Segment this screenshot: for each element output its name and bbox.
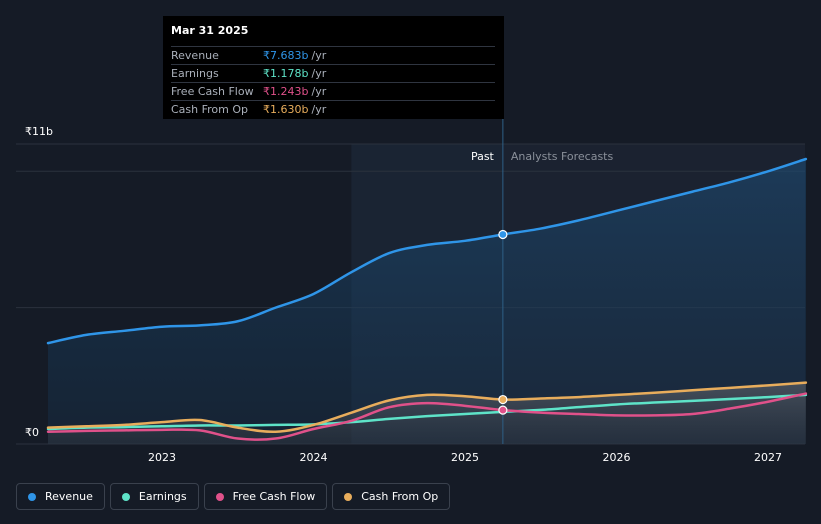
free-cash-flow-marker <box>498 405 508 415</box>
x-tick-label: 2025 <box>451 451 479 464</box>
legend-item-revenue[interactable]: Revenue <box>16 483 105 510</box>
tooltip-label: Revenue <box>171 49 219 62</box>
forecast-label: Analysts Forecasts <box>511 150 614 163</box>
y-axis-bottom-label: ₹0 <box>25 426 39 439</box>
legend-label: Earnings <box>138 490 187 503</box>
revenue-area <box>48 159 806 444</box>
tooltip-value: ₹7.683b <box>263 49 309 62</box>
tooltip-date: Mar 31 2025 <box>171 24 249 37</box>
legend: Revenue Earnings Free Cash Flow Cash Fro… <box>16 483 451 510</box>
y-axis-top-label: ₹11b <box>25 125 53 138</box>
tooltip-row-cash-from-op: Cash From Op ₹1.630b /yr <box>171 100 495 118</box>
tooltip-row-free-cash-flow: Free Cash Flow ₹1.243b /yr <box>171 82 495 100</box>
legend-label: Revenue <box>45 490 93 503</box>
tooltip-value: ₹1.178b <box>263 67 309 80</box>
tooltip-label: Earnings <box>171 67 219 80</box>
revenue-dot-icon <box>28 492 36 501</box>
revenue-marker <box>498 229 508 240</box>
tooltip-label: Cash From Op <box>171 103 249 116</box>
free-cash-flow-dot-icon <box>215 492 224 501</box>
free-cash-flow-line <box>46 392 808 441</box>
x-tick-label: 2024 <box>300 451 328 464</box>
tooltip-unit: /yr <box>311 67 327 80</box>
cash-from-op-line <box>46 381 808 434</box>
legend-item-earnings[interactable]: Earnings <box>109 483 199 510</box>
cash-from-op-dot-icon <box>344 492 353 501</box>
x-tick-label: 2027 <box>754 451 782 464</box>
past-label: Past <box>471 150 495 163</box>
earnings-dot-icon <box>121 492 130 501</box>
tooltip-label: Free Cash Flow <box>171 85 254 98</box>
tooltip-row-revenue: Revenue ₹7.683b /yr <box>171 46 495 64</box>
x-tick-label: 2023 <box>148 451 176 464</box>
tooltip-unit: /yr <box>311 85 327 98</box>
tooltip: Mar 31 2025 Revenue ₹7.683b /yr Earnings… <box>163 16 504 119</box>
legend-item-cash-from-op[interactable]: Cash From Op <box>332 483 451 510</box>
revenue-line <box>46 157 808 345</box>
tooltip-value: ₹1.630b <box>263 103 309 116</box>
legend-item-free-cash-flow[interactable]: Free Cash Flow <box>203 483 328 510</box>
tooltip-row-earnings: Earnings ₹1.178b /yr <box>171 64 495 82</box>
tooltip-value: ₹1.243b <box>263 85 309 98</box>
earnings-line <box>46 393 808 431</box>
legend-label: Free Cash Flow <box>232 490 316 503</box>
cash-from-op-marker <box>498 394 508 405</box>
legend-label: Cash From Op <box>361 490 439 503</box>
tooltip-unit: /yr <box>311 49 327 62</box>
tooltip-unit: /yr <box>311 103 327 116</box>
x-tick-label: 2026 <box>603 451 631 464</box>
